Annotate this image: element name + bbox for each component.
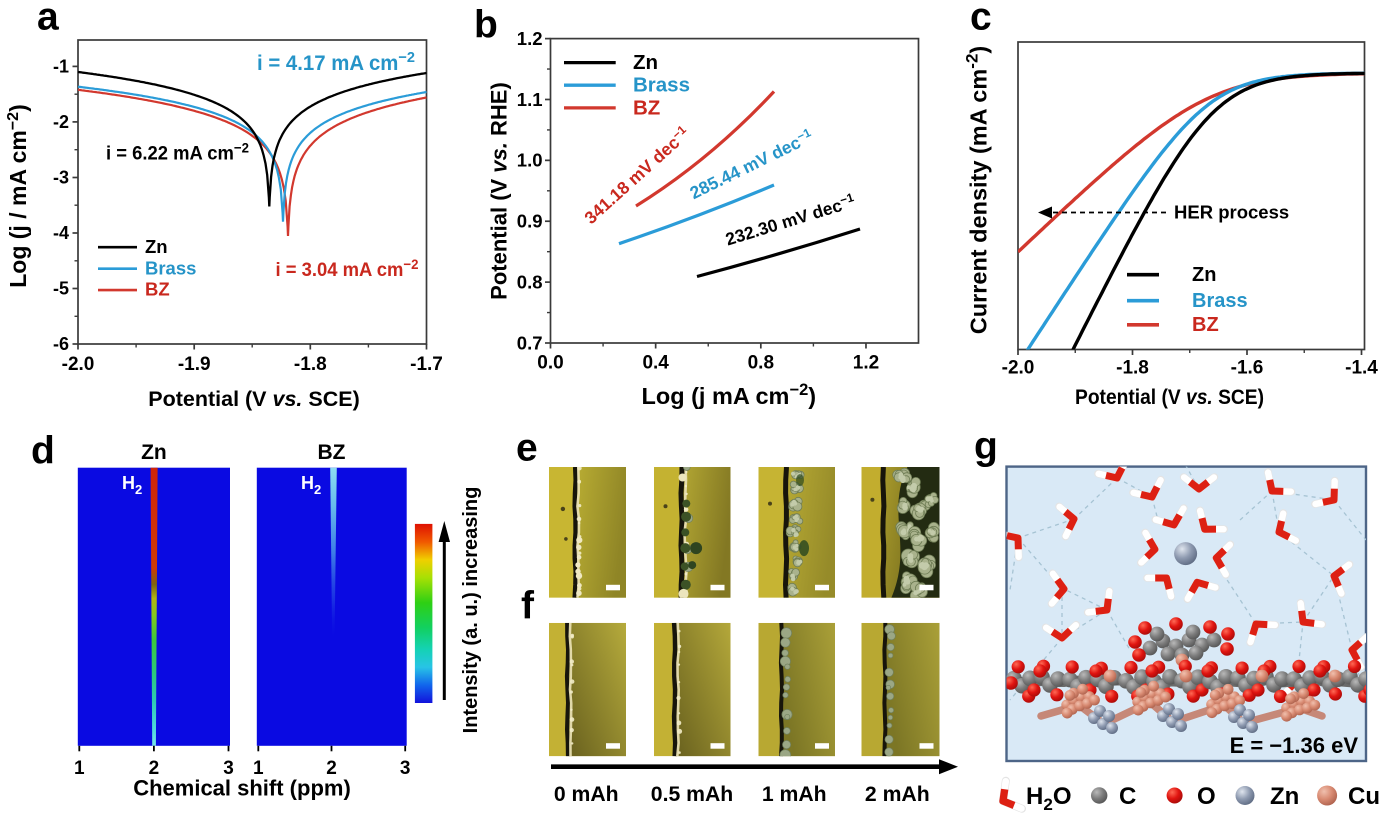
svg-text:-2: -2 bbox=[53, 112, 69, 132]
svg-text:1.2: 1.2 bbox=[517, 28, 543, 49]
svg-text:Cu: Cu bbox=[1348, 783, 1380, 810]
svg-text:-1.7: -1.7 bbox=[410, 354, 443, 375]
svg-text:i = 4.17 mA cm−2: i = 4.17 mA cm−2 bbox=[257, 49, 415, 75]
svg-text:H2O: H2O bbox=[1026, 783, 1071, 814]
svg-text:Potential (V vs. SCE): Potential (V vs. SCE) bbox=[1075, 386, 1264, 409]
svg-text:Zn: Zn bbox=[1192, 264, 1216, 286]
svg-text:Brass: Brass bbox=[633, 74, 690, 97]
svg-text:-6: -6 bbox=[53, 334, 69, 354]
svg-text:i = 3.04 mA cm−2: i = 3.04 mA cm−2 bbox=[276, 256, 419, 281]
svg-text:2 mAh: 2 mAh bbox=[865, 783, 930, 806]
svg-text:Zn: Zn bbox=[145, 236, 168, 257]
svg-text:-1.8: -1.8 bbox=[294, 354, 327, 375]
svg-text:c: c bbox=[970, 0, 992, 39]
svg-text:E = −1.36 eV: E = −1.36 eV bbox=[1230, 733, 1359, 758]
svg-text:-1: -1 bbox=[53, 56, 69, 76]
svg-text:C: C bbox=[1119, 783, 1136, 810]
svg-text:Brass: Brass bbox=[145, 257, 196, 278]
svg-text:1 mAh: 1 mAh bbox=[762, 783, 827, 806]
svg-text:e: e bbox=[516, 427, 538, 470]
svg-text:BZ: BZ bbox=[145, 279, 170, 300]
svg-text:1.1: 1.1 bbox=[517, 89, 543, 110]
svg-text:Zn: Zn bbox=[141, 441, 167, 464]
svg-text:i = 6.22 mA cm−2: i = 6.22 mA cm−2 bbox=[106, 140, 249, 165]
svg-text:2: 2 bbox=[149, 758, 160, 779]
svg-text:0.7: 0.7 bbox=[517, 332, 543, 353]
svg-text:-1.8: -1.8 bbox=[1116, 358, 1149, 379]
svg-text:285.44 mV dec−1: 285.44 mV dec−1 bbox=[686, 125, 816, 203]
svg-text:341.18 mV dec−1: 341.18 mV dec−1 bbox=[580, 122, 694, 228]
svg-text:0.8: 0.8 bbox=[517, 271, 543, 292]
svg-text:Log (j / mA cm−2): Log (j / mA cm−2) bbox=[5, 104, 31, 288]
svg-text:Log (j mA cm−2): Log (j mA cm−2) bbox=[641, 381, 816, 409]
svg-text:-1.4: -1.4 bbox=[1345, 358, 1378, 379]
svg-text:-4: -4 bbox=[53, 223, 69, 243]
svg-text:BZ: BZ bbox=[1192, 314, 1219, 336]
svg-text:BZ: BZ bbox=[318, 441, 346, 464]
svg-text:0.5 mAh: 0.5 mAh bbox=[651, 783, 733, 806]
svg-text:d: d bbox=[31, 430, 55, 473]
svg-text:Intensity (a. u.) increasing: Intensity (a. u.) increasing bbox=[460, 487, 482, 734]
svg-text:b: b bbox=[474, 4, 498, 47]
svg-text:3: 3 bbox=[400, 758, 411, 779]
svg-text:-1.6: -1.6 bbox=[1231, 358, 1264, 379]
svg-text:0 mAh: 0 mAh bbox=[554, 783, 619, 806]
svg-text:-1.9: -1.9 bbox=[178, 354, 211, 375]
svg-text:O: O bbox=[1197, 783, 1216, 810]
svg-text:Chemical shift (ppm): Chemical shift (ppm) bbox=[133, 776, 351, 801]
svg-text:1: 1 bbox=[253, 758, 264, 779]
svg-text:Current density (mA cm-2): Current density (mA cm-2) bbox=[963, 46, 992, 334]
svg-text:g: g bbox=[974, 425, 998, 468]
svg-text:a: a bbox=[37, 0, 59, 39]
svg-text:Zn: Zn bbox=[633, 51, 658, 74]
svg-text:-3: -3 bbox=[53, 168, 69, 188]
svg-text:1.2: 1.2 bbox=[853, 353, 879, 374]
svg-text:0.9: 0.9 bbox=[517, 211, 543, 232]
svg-text:2: 2 bbox=[326, 758, 337, 779]
svg-text:0.4: 0.4 bbox=[642, 353, 669, 374]
svg-text:-2.0: -2.0 bbox=[62, 354, 95, 375]
svg-text:1: 1 bbox=[74, 758, 85, 779]
svg-text:Potential (V vs. SCE): Potential (V vs. SCE) bbox=[148, 387, 359, 411]
svg-text:3: 3 bbox=[223, 758, 234, 779]
svg-text:Zn: Zn bbox=[1270, 783, 1299, 810]
svg-text:-2.0: -2.0 bbox=[1002, 358, 1035, 379]
svg-text:-5: -5 bbox=[53, 279, 69, 299]
svg-text:0.0: 0.0 bbox=[537, 353, 563, 374]
svg-text:0.8: 0.8 bbox=[748, 353, 774, 374]
svg-text:Brass: Brass bbox=[1192, 290, 1248, 312]
svg-text:Potential (V vs. RHE): Potential (V vs. RHE) bbox=[486, 82, 511, 300]
svg-text:BZ: BZ bbox=[633, 96, 660, 119]
svg-text:HER process: HER process bbox=[1174, 201, 1289, 222]
svg-text:1.0: 1.0 bbox=[517, 150, 543, 171]
svg-text:f: f bbox=[521, 585, 535, 628]
